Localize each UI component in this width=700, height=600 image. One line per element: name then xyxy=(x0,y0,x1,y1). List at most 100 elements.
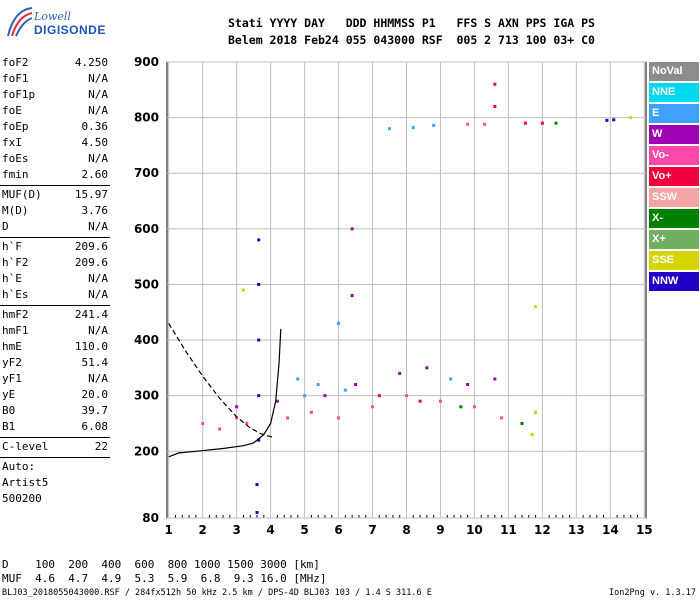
param-row: hmF1 N/A xyxy=(2,324,108,340)
param-row: Auto: xyxy=(2,460,108,476)
echo-point xyxy=(466,122,470,126)
param-row: 500200 xyxy=(2,492,108,508)
muf-row: MUF 4.6 4.7 4.9 5.3 5.9 6.8 9.3 16.0 [MH… xyxy=(2,572,327,585)
x-tick-label: 7 xyxy=(368,523,376,537)
y-tick-label: 200 xyxy=(134,444,159,458)
y-tick-label: 80 xyxy=(142,511,159,525)
echo-point xyxy=(629,116,633,120)
echo-point xyxy=(309,410,313,414)
echo-point xyxy=(554,121,558,125)
echo-point xyxy=(350,294,354,298)
param-row: hmE 110.0 xyxy=(2,340,108,356)
param-row: h`F 209.6 xyxy=(2,240,108,256)
x-tick-label: 11 xyxy=(500,523,517,537)
echo-point xyxy=(296,377,300,381)
echo-point xyxy=(245,421,249,425)
echo-point xyxy=(255,483,259,487)
param-row: C-level 22 xyxy=(2,440,108,456)
echo-point xyxy=(449,377,453,381)
x-tick-label: 9 xyxy=(436,523,444,537)
param-row: foEp 0.36 xyxy=(2,120,108,136)
echo-point xyxy=(605,118,609,122)
ionogram-plot: 1 2 3 4 5 6 7 8 9 10 11 12 13 14 15 802003004005006007… xyxy=(134,55,653,537)
param-row: yE 20.0 xyxy=(2,388,108,404)
param-name: Auto: xyxy=(2,460,36,473)
echo-point xyxy=(257,238,261,242)
echo-point xyxy=(388,127,392,131)
echo-point xyxy=(323,394,327,398)
param-value: 39.7 xyxy=(81,404,109,417)
param-row: foF1p N/A xyxy=(2,88,108,104)
param-value: 209.6 xyxy=(74,240,108,253)
param-name: foE xyxy=(2,104,22,117)
param-name: foF1p xyxy=(2,88,36,101)
param-row: hmF2 241.4 xyxy=(2,308,108,324)
param-row: foF1 N/A xyxy=(2,72,108,88)
param-value: 4.250 xyxy=(74,56,108,69)
param-name: MUF(D) xyxy=(2,188,42,201)
x-tick-label: 4 xyxy=(266,523,274,537)
param-row: M(D) 3.76 xyxy=(2,204,108,220)
x-tick-label: 3 xyxy=(232,523,240,537)
echo-point xyxy=(534,305,538,309)
plot-grid xyxy=(166,61,647,519)
param-name: h`F xyxy=(2,240,22,253)
param-value: 209.6 xyxy=(74,256,108,269)
logo-emblem-icon xyxy=(7,7,33,37)
digisonde-logo: Lowell DIGISONDE xyxy=(4,6,124,42)
echo-traces xyxy=(201,82,633,514)
param-name: M(D) xyxy=(2,204,29,217)
y-tick-label: 800 xyxy=(134,111,159,125)
param-value: 3.76 xyxy=(81,204,109,217)
legend-item-e: E xyxy=(649,104,699,123)
param-value: N/A xyxy=(88,88,108,101)
x-tick-labels: 1 2 3 4 5 6 7 8 9 10 11 12 13 14 15 xyxy=(165,523,653,537)
echo-point xyxy=(275,399,279,403)
echo-point xyxy=(201,421,205,425)
param-row: yF2 51.4 xyxy=(2,356,108,372)
echo-point xyxy=(534,410,538,414)
header-values: Belem 2018 Feb24 055 043000 RSF 005 2 71… xyxy=(228,33,595,47)
legend-item-x-: X- xyxy=(649,209,699,228)
echo-point xyxy=(405,394,408,398)
param-separator xyxy=(0,437,110,438)
echo-point xyxy=(218,427,222,431)
param-row: fmin 2.60 xyxy=(2,168,108,184)
param-value: N/A xyxy=(88,152,108,165)
param-name: foF1 xyxy=(2,72,29,85)
param-name: foF2 xyxy=(2,56,29,69)
echo-point xyxy=(432,123,436,127)
param-row: B0 39.7 xyxy=(2,404,108,420)
x-tick-label: 6 xyxy=(334,523,342,537)
legend-item-x-: X+ xyxy=(649,230,699,249)
y-tick-label: 900 xyxy=(134,55,159,69)
param-name: D xyxy=(2,220,9,233)
param-value: 51.4 xyxy=(81,356,109,369)
param-name: B1 xyxy=(2,420,16,433)
echo-point xyxy=(418,399,422,403)
echo-point xyxy=(343,388,347,392)
param-value: 241.4 xyxy=(74,308,108,321)
param-separator xyxy=(0,237,110,238)
echo-point xyxy=(316,383,320,387)
echo-point xyxy=(337,321,341,325)
echo-point xyxy=(337,416,341,420)
x-tick-label: 10 xyxy=(466,523,483,537)
header-labels: Stati YYYY DAY DDD HHMMSS P1 FFS S AXN P… xyxy=(228,16,595,30)
x-tick-label: 2 xyxy=(198,523,206,537)
param-value: 4.50 xyxy=(81,136,109,149)
echo-point xyxy=(500,416,504,420)
echo-point xyxy=(354,383,358,387)
distance-row: D 100 200 400 600 800 1000 1500 3000 [km… xyxy=(2,558,320,571)
param-name: fxI xyxy=(2,136,22,149)
echo-point xyxy=(483,122,487,126)
logo-text-bottom: DIGISONDE xyxy=(34,23,106,37)
param-value: N/A xyxy=(88,72,108,85)
param-name: h`F2 xyxy=(2,256,29,269)
echo-point xyxy=(411,126,415,130)
param-row: yF1 N/A xyxy=(2,372,108,388)
param-row: D N/A xyxy=(2,220,108,236)
echo-point xyxy=(493,377,497,381)
echo-point xyxy=(459,405,463,409)
echo-point xyxy=(520,421,524,425)
